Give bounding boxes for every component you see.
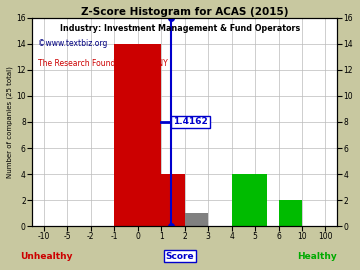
Text: ©www.textbiz.org: ©www.textbiz.org [38,39,108,48]
Bar [231,174,267,226]
Title: Z-Score Histogram for ACAS (2015): Z-Score Histogram for ACAS (2015) [81,7,288,17]
Bar [279,200,302,226]
Bar [114,44,161,226]
Text: 1.4162: 1.4162 [173,117,208,126]
Bar [185,213,208,226]
Y-axis label: Number of companies (25 total): Number of companies (25 total) [7,66,13,178]
Text: The Research Foundation of SUNY: The Research Foundation of SUNY [38,59,168,68]
Text: Unhealthy: Unhealthy [21,252,73,261]
Text: Industry: Investment Management & Fund Operators: Industry: Investment Management & Fund O… [60,24,300,33]
Text: Healthy: Healthy [297,252,337,261]
Bar [161,174,185,226]
Text: Score: Score [166,252,194,261]
